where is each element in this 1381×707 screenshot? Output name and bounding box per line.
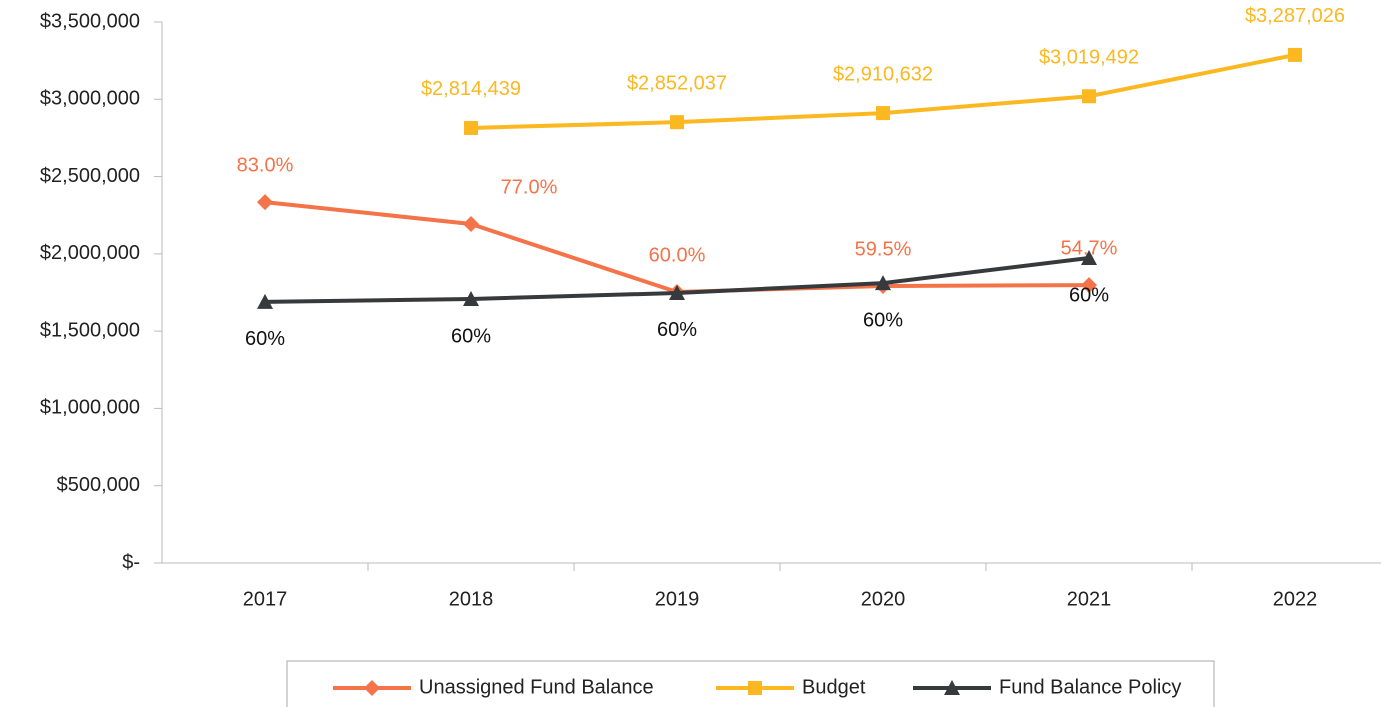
y-tick-label: $3,000,000 <box>40 88 140 110</box>
data-label: 59.5% <box>855 238 912 260</box>
data-label: 54.7% <box>1061 237 1118 259</box>
data-label: 60% <box>863 309 903 331</box>
marker <box>669 284 685 300</box>
legend-label: Fund Balance Policy <box>999 676 1181 698</box>
marker <box>257 194 273 211</box>
x-tick-label: 2020 <box>861 588 906 610</box>
data-label: 60% <box>245 328 285 350</box>
marker <box>464 120 478 135</box>
marker <box>463 290 479 306</box>
data-label: $3,287,026 <box>1245 5 1345 27</box>
marker <box>1082 89 1096 104</box>
x-tick-label: 2017 <box>243 588 288 610</box>
marker <box>875 275 891 291</box>
data-label: 60.0% <box>649 244 706 266</box>
y-tick-label: $2,500,000 <box>40 165 140 187</box>
marker <box>1288 47 1302 62</box>
y-tick-label: $1,000,000 <box>40 397 140 419</box>
marker <box>670 115 684 130</box>
x-tick-label: 2022 <box>1273 588 1318 610</box>
marker <box>463 216 479 233</box>
legend-label: Unassigned Fund Balance <box>419 676 654 698</box>
data-label: 60% <box>451 325 491 347</box>
y-tick-label: $3,500,000 <box>40 10 140 32</box>
y-tick-label: $2,000,000 <box>40 242 140 264</box>
data-label: $2,814,439 <box>421 78 521 100</box>
marker <box>1081 250 1097 266</box>
x-tick-label: 2018 <box>449 588 494 610</box>
marker <box>364 680 380 696</box>
y-tick-label: $500,000 <box>57 474 140 496</box>
data-label: 60% <box>657 319 697 341</box>
data-label: $2,852,037 <box>627 72 727 94</box>
marker <box>257 293 273 309</box>
x-tick-label: 2019 <box>655 588 700 610</box>
data-label: $3,019,492 <box>1039 47 1139 69</box>
y-tick-label: $1,500,000 <box>40 319 140 341</box>
y-tick-label: $- <box>122 551 140 573</box>
data-label: 60% <box>1069 284 1109 306</box>
marker <box>748 681 762 695</box>
marker <box>944 680 960 695</box>
x-tick-label: 2021 <box>1067 588 1112 610</box>
data-label: $2,910,632 <box>833 63 933 85</box>
marker <box>876 106 890 121</box>
data-label: 83.0% <box>237 154 294 176</box>
marker <box>1081 277 1097 294</box>
data-label: 77.0% <box>501 176 558 198</box>
legend-label: Budget <box>802 676 866 698</box>
